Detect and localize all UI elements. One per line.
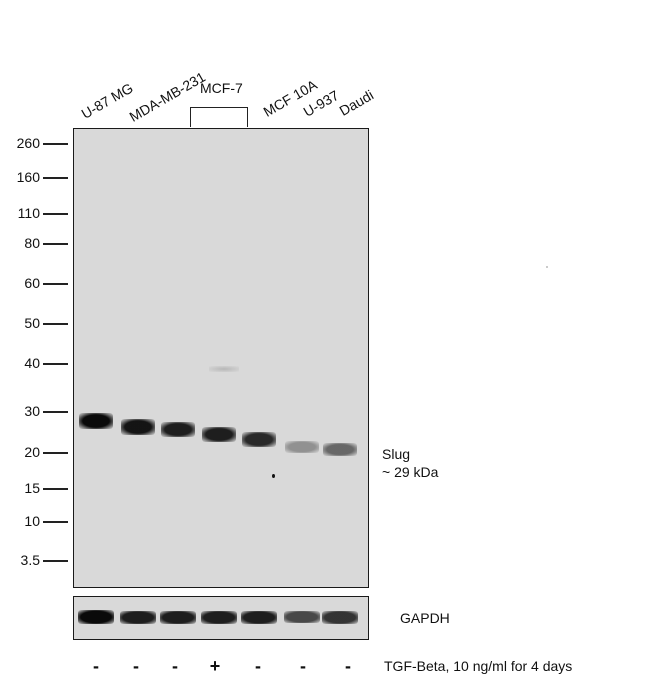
mw-marker-label: 80 (24, 235, 40, 251)
mw-marker-label: 260 (16, 135, 40, 151)
mw-marker-tick (43, 213, 68, 215)
mw-marker-tick (43, 521, 68, 523)
mw-marker-label: 50 (24, 315, 40, 331)
treatment-sign: - (133, 656, 139, 676)
mw-marker-label: 110 (17, 205, 40, 221)
slug-band (285, 441, 319, 453)
treatment-sign: + (209, 656, 221, 676)
mw-marker-tick (43, 177, 68, 179)
lane-group-bracket (190, 107, 248, 127)
gapdh-band (160, 610, 196, 624)
mw-marker-label: 60 (24, 275, 40, 291)
slug-blot-membrane (73, 128, 369, 588)
mw-marker-label: 160 (16, 169, 40, 185)
treatment-sign: - (93, 656, 99, 676)
treatment-sign: - (255, 656, 261, 676)
mw-marker-tick (43, 411, 68, 413)
gapdh-band (241, 610, 277, 624)
treatment-sign: - (300, 656, 306, 676)
gapdh-band (78, 610, 114, 624)
dust-speck-outside (546, 266, 548, 268)
mw-marker-tick (43, 143, 68, 145)
treatment-sign: - (345, 656, 351, 676)
loading-control-label: GAPDH (400, 610, 450, 626)
dust-speck (272, 474, 275, 478)
mw-marker-label: 15 (24, 480, 40, 496)
mw-marker-tick (43, 488, 68, 490)
slug-band (202, 426, 236, 442)
mw-marker-tick (43, 560, 68, 562)
slug-band (323, 442, 357, 456)
treatment-sign: - (172, 656, 178, 676)
gapdh-band (284, 611, 320, 623)
slug-band (121, 419, 155, 435)
lane-label-u87mg: U-87 MG (78, 79, 136, 122)
gapdh-blot-membrane (73, 596, 369, 640)
mw-marker-tick (43, 363, 68, 365)
mw-marker-tick (43, 243, 68, 245)
target-size-label: ~ 29 kDa (382, 464, 439, 480)
gapdh-band (322, 610, 358, 624)
lane-label-daudi: Daudi (336, 86, 377, 119)
slug-band (79, 413, 113, 429)
mw-marker-tick (43, 323, 68, 325)
mw-marker-label: 10 (24, 513, 40, 529)
gapdh-band (201, 610, 237, 624)
mw-marker-label: 3.5 (20, 552, 40, 568)
mw-marker-label: 30 (24, 403, 40, 419)
target-name-label: Slug (382, 446, 411, 462)
mw-marker-tick (43, 283, 68, 285)
slug-band (242, 431, 276, 447)
mw-marker-label: 40 (24, 355, 40, 371)
mw-marker-tick (43, 452, 68, 454)
lane-group-label-mcf7: MCF-7 (200, 80, 243, 96)
faint-smudge (209, 366, 239, 372)
treatment-label: TGF-Beta, 10 ng/ml for 4 days (384, 658, 573, 674)
mw-marker-label: 20 (24, 444, 40, 460)
slug-band (161, 421, 195, 437)
gapdh-band (120, 610, 156, 624)
